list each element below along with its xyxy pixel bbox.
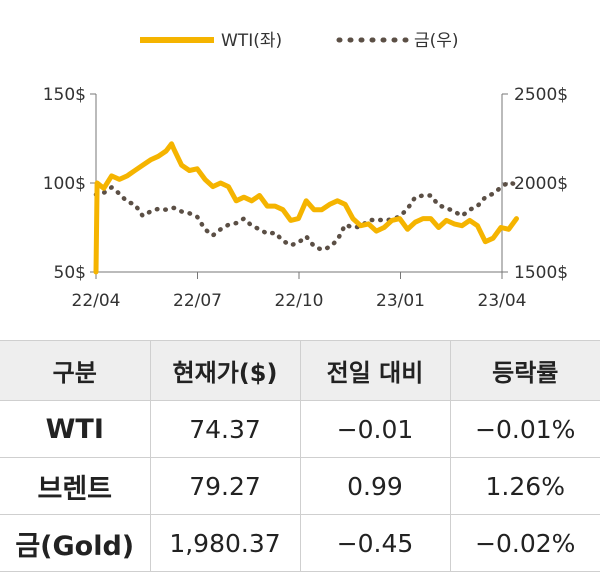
table-cell: −0.01% [449,400,600,458]
row-label: 금(Gold) [0,514,150,572]
column-header: 구분 [0,340,150,401]
chart-axes: 150$ 100$ 50$ 2500$ 2000$ 1500$ 22/04 22/07 22/1… [43,85,568,311]
y-left-tick-label: 50$ [54,263,86,283]
row-label: WTI [0,400,150,458]
series-line-gold [93,179,519,253]
y-right-tick-label: 2500$ [514,85,568,105]
table-row: 브렌트 79.27 0.99 1.26% [0,457,600,515]
table-cell: 79.27 [149,457,300,515]
y-left-tick-label: 100$ [43,174,86,194]
y-right-tick-label: 1500$ [514,263,568,283]
column-header: 현재가($) [149,340,300,401]
x-tick-label: 23/01 [376,291,425,311]
table-cell: −0.02% [449,514,600,572]
chart: WTI(좌) 금(우) 150$ 100$ 50$ 2500$ 2000$ 1500$ 22… [43,31,568,311]
table-cell: −0.45 [299,514,450,572]
table-row: 금(Gold) 1,980.37 −0.45 −0.02% [0,514,600,572]
table-cell: 0.99 [299,457,450,515]
legend-label-wti: WTI(좌) [221,31,282,51]
column-header: 전일 대비 [299,340,450,401]
row-label: 브렌트 [0,457,150,515]
column-header: 등락률 [449,340,600,401]
y-left-tick-label: 150$ [43,85,86,105]
table-cell: 1.26% [449,457,600,515]
legend-label-gold: 금(우) [414,31,459,51]
table-row: WTI 74.37 −0.01 −0.01% [0,400,600,458]
x-tick-label: 22/04 [72,291,121,311]
x-tick-label: 22/07 [173,291,222,311]
table-header-row: 구분 현재가($) 전일 대비 등락률 [0,340,600,401]
price-table: 구분 현재가($) 전일 대비 등락률 WTI 74.37 −0.01 −0.0… [0,340,600,572]
chart-series [93,141,519,275]
y-right-tick-label: 2000$ [514,174,568,194]
x-tick-label: 23/04 [478,291,527,311]
table-cell: 74.37 [149,400,300,458]
chart-legend: WTI(좌) 금(우) [140,31,459,51]
table-cell: 1,980.37 [149,514,300,572]
series-line-wti [93,141,519,275]
table-cell: −0.01 [299,400,450,458]
x-tick-label: 22/10 [275,291,324,311]
